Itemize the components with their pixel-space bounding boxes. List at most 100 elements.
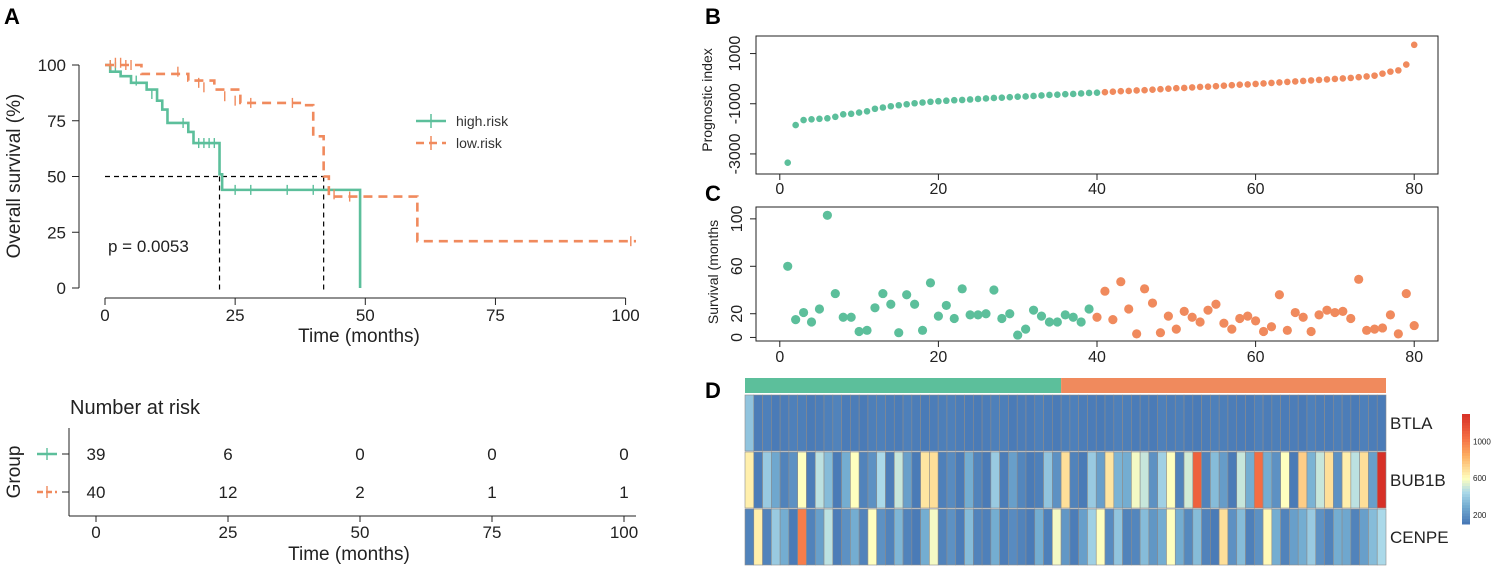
pi-point	[863, 107, 871, 115]
hm-cell	[1148, 394, 1158, 452]
hm-cell	[1008, 451, 1018, 509]
hm-cell	[885, 394, 895, 452]
pi-point	[855, 109, 863, 116]
sv-point	[1298, 312, 1308, 322]
hm-colorbar-segment	[1462, 416, 1470, 420]
pi-point	[927, 98, 934, 106]
hm-cell	[1043, 451, 1053, 509]
hm-cell	[1271, 394, 1281, 452]
hm-cell	[823, 451, 834, 509]
hm-cell	[1095, 451, 1106, 509]
hm-cell	[788, 451, 798, 509]
hm-cell	[1341, 394, 1352, 452]
hm-cell	[1280, 451, 1290, 509]
pi-point	[1022, 93, 1029, 100]
hm-cell	[1306, 451, 1317, 509]
hm-cell	[1052, 394, 1062, 452]
hm-cell	[1192, 451, 1202, 509]
pi-point	[1133, 87, 1140, 94]
sv-point	[1401, 288, 1411, 299]
sv-point	[949, 313, 959, 324]
pi-point	[1077, 90, 1085, 97]
sv-point	[1013, 330, 1023, 340]
hm-cell	[823, 508, 834, 566]
km-pvalue: p = 0.0053	[108, 237, 189, 256]
hm-cell	[1341, 451, 1352, 509]
hm-cell	[779, 394, 790, 452]
hm-cell	[911, 394, 921, 452]
hm-cell	[1236, 394, 1246, 452]
risk-cell-value: 0	[487, 445, 496, 464]
pi-point	[1236, 81, 1244, 88]
pi-point	[1244, 81, 1251, 88]
hm-cell	[1262, 451, 1273, 509]
km-y-ticks: 0 25 50 75 100	[38, 56, 79, 298]
risk-x-axis-title: Time (months)	[288, 544, 410, 565]
hm-cell	[1236, 508, 1246, 566]
hm-cell	[981, 508, 992, 566]
hm-cell	[981, 394, 992, 452]
hm-cell	[1131, 394, 1141, 452]
pi-x-tick-label: 0	[775, 181, 784, 198]
hm-cell	[762, 451, 772, 509]
hm-cell	[1034, 508, 1044, 566]
pi-point	[1101, 88, 1109, 96]
sv-y-tick-label: 0	[729, 333, 746, 342]
hm-cell	[1368, 508, 1378, 566]
hm-colorbar-segment	[1462, 414, 1470, 418]
pi-plot-frame	[755, 35, 1439, 175]
hm-cell	[771, 394, 781, 452]
hm-cell	[762, 508, 772, 566]
hm-cell	[753, 394, 763, 452]
hm-cell	[1034, 394, 1044, 452]
hm-colorbar-segment	[1462, 469, 1470, 473]
sv-point	[1147, 298, 1158, 308]
pi-point	[1347, 74, 1355, 82]
hm-colorbar-segment	[1462, 458, 1470, 462]
km-plot: 0 25 50 75 100 0 25 50 75 100 p = 0.0053 Time (m…	[4, 56, 640, 347]
hm-cell	[1078, 451, 1088, 509]
sv-point	[822, 210, 832, 220]
risk-cell-value: 0	[619, 445, 628, 464]
pi-point	[1395, 67, 1402, 74]
sv-point	[830, 288, 840, 299]
hm-cell	[1376, 451, 1387, 509]
hm-cell	[867, 451, 878, 509]
pi-point	[1339, 75, 1347, 82]
hm-cell	[1271, 508, 1281, 566]
hm-cell	[902, 451, 913, 509]
sv-y-tick-label: 100	[729, 205, 746, 232]
km-legend: high.risk low.risk	[416, 113, 509, 151]
hm-colorbar-segment	[1462, 466, 1470, 470]
hm-cell	[920, 451, 930, 509]
sv-point	[965, 310, 975, 320]
sv-point	[1369, 324, 1380, 334]
panel-label-d: D	[705, 378, 721, 403]
hm-colorbar-segment	[1462, 493, 1470, 497]
hm-cell	[1289, 451, 1299, 509]
sv-point	[1092, 312, 1102, 322]
hm-cell	[841, 394, 851, 452]
pi-point	[832, 113, 839, 121]
pi-point	[1410, 41, 1418, 49]
pi-points	[784, 41, 1418, 167]
hm-colorbar-tick-label: 1000	[1473, 438, 1491, 447]
pi-point	[943, 97, 950, 105]
pi-point	[847, 110, 855, 118]
hm-cell	[1095, 508, 1106, 566]
hm-cell	[850, 394, 860, 452]
hm-group-low	[1061, 378, 1386, 393]
sv-point	[989, 285, 999, 295]
pi-point	[1014, 93, 1021, 101]
sv-point	[1195, 317, 1205, 327]
sv-x-tick-label: 0	[775, 349, 784, 366]
pi-point	[816, 115, 823, 123]
hm-cell	[1043, 394, 1053, 452]
hm-cell	[1095, 394, 1106, 452]
hm-cell	[937, 451, 948, 509]
hm-colorbar-segment	[1462, 518, 1470, 522]
hm-cell	[920, 394, 930, 452]
hm-colorbar-segment	[1462, 460, 1470, 464]
hm-cell	[1201, 508, 1211, 566]
hm-cell	[867, 394, 878, 452]
